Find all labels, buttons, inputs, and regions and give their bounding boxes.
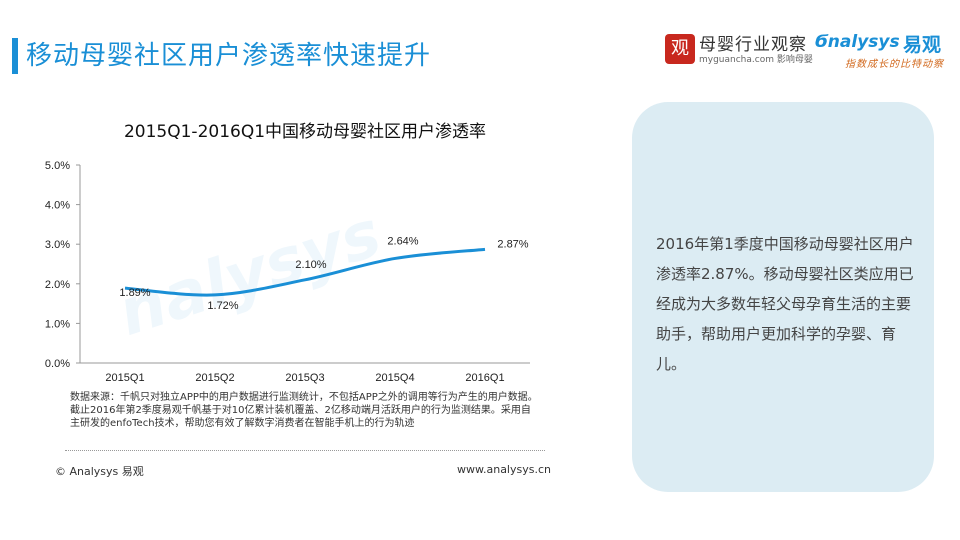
data-label: 2.10% bbox=[295, 259, 326, 271]
watermark-text: nalysys bbox=[110, 197, 390, 351]
data-label: 2.87% bbox=[497, 238, 528, 250]
analysys-logo: Ϭnalysys bbox=[815, 32, 900, 52]
x-tick-label: 2016Q1 bbox=[465, 372, 504, 384]
y-tick-labels: 0.0% 1.0% 2.0% 3.0% 4.0% 5.0% bbox=[45, 160, 80, 370]
yiguan-logo: 易观 bbox=[903, 34, 942, 56]
x-tick-label: 2015Q1 bbox=[105, 372, 144, 384]
watermark: nalysys bbox=[110, 197, 390, 351]
analysys-slogan: 指数成长的比特动察 bbox=[845, 59, 944, 70]
data-label: 1.89% bbox=[119, 287, 150, 299]
source-note: 数据来源：千帆只对独立APP中的用户数据进行监测统计，不包括APP之外的调用等行… bbox=[70, 392, 538, 429]
chart-axes bbox=[79, 165, 530, 364]
x-tick-label: 2015Q4 bbox=[375, 372, 414, 384]
page-title: 移动母婴社区用户渗透率快速提升 bbox=[26, 41, 432, 71]
analysys-logo-text: nalysys bbox=[827, 32, 900, 52]
footer-divider bbox=[65, 450, 545, 451]
y-tick-label: 1.0% bbox=[45, 318, 70, 330]
title-accent-bar bbox=[12, 38, 18, 74]
x-tick-label: 2015Q2 bbox=[195, 372, 234, 384]
y-tick-label: 0.0% bbox=[45, 358, 70, 370]
muying-seal-logo: 观 bbox=[665, 34, 695, 64]
y-tick-label: 4.0% bbox=[45, 200, 70, 212]
logo-area: 观 母婴行业观察 myguancha.com 影响母婴 Ϭnalysys 易观 … bbox=[665, 30, 950, 72]
x-tick-labels: 2015Q1 2015Q2 2015Q3 2015Q4 2016Q1 bbox=[105, 372, 504, 384]
series-line bbox=[124, 247, 486, 297]
data-label: 1.72% bbox=[207, 300, 238, 312]
chart-title: 2015Q1-2016Q1中国移动母婴社区用户渗透率 bbox=[123, 122, 487, 142]
muying-logo-url: myguancha.com 影响母婴 bbox=[699, 55, 813, 65]
y-tick-label: 5.0% bbox=[45, 160, 70, 172]
line-chart: nalysys 0.0%1.0%2.0%3.0%4.0%5.0% 2015Q1 2… bbox=[45, 160, 530, 384]
y-tick-label: 3.0% bbox=[45, 239, 70, 251]
y-tick-label: 2.0% bbox=[45, 279, 70, 291]
summary-text: 2016年第1季度中国移动母婴社区用户渗透率2.87%。移动母婴社区类应用已经成… bbox=[656, 235, 914, 373]
data-label: 2.64% bbox=[387, 235, 418, 247]
website-link[interactable]: www.analysys.cn bbox=[457, 463, 551, 476]
summary-box bbox=[632, 102, 934, 492]
muying-logo-name: 母婴行业观察 bbox=[699, 35, 807, 55]
data-labels: 1.89% 1.72% 2.10% 2.64% 2.87% bbox=[119, 235, 528, 311]
x-tick-label: 2015Q3 bbox=[285, 372, 324, 384]
analysys-logo-o-icon: Ϭ bbox=[815, 32, 828, 52]
copyright: © Analysys 易观 bbox=[55, 465, 144, 478]
